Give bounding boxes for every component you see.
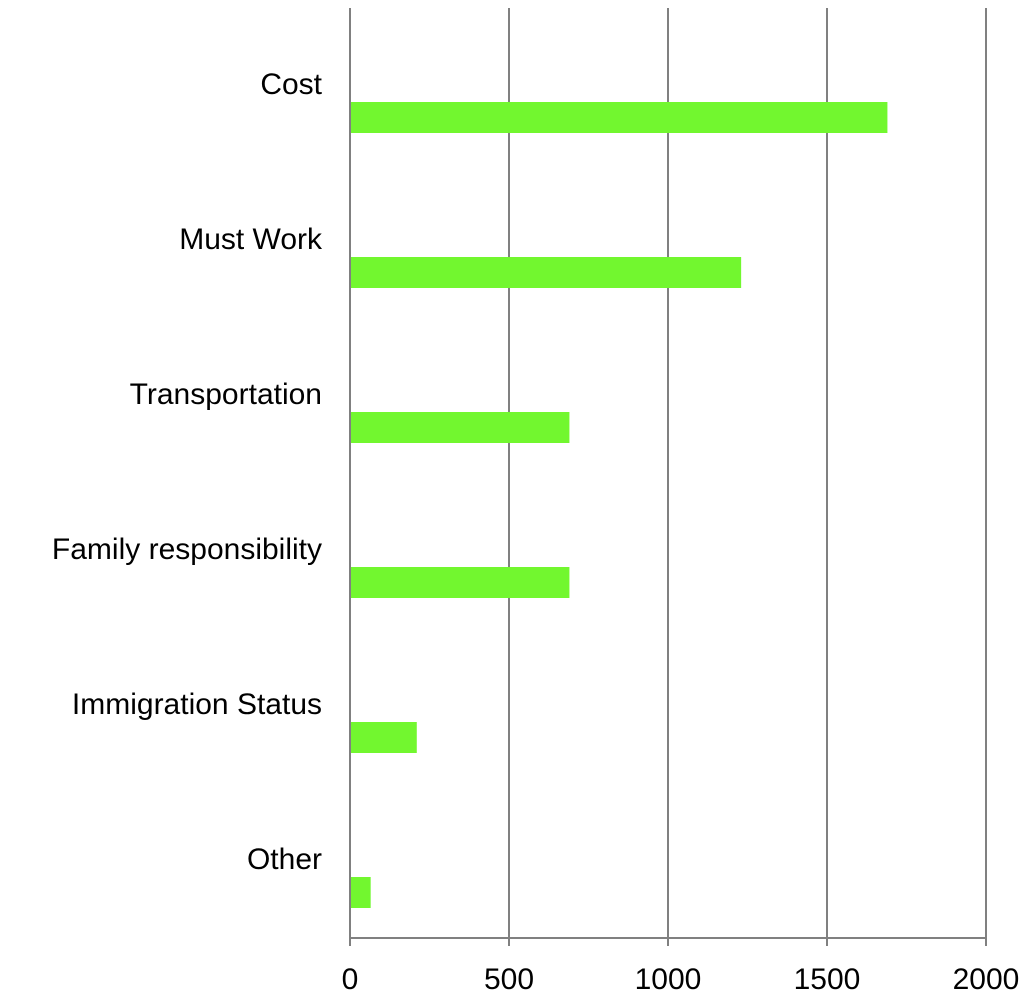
category-label: Other [247,843,322,876]
x-tick-label: 500 [484,963,534,996]
bar-must-work [351,257,742,288]
x-tick-label: 1000 [635,963,702,996]
bar-immigration-status [351,722,417,753]
axes [349,8,987,946]
gridlines [508,8,987,938]
bar-other [351,877,371,908]
category-label: Transportation [130,378,322,411]
bars [351,102,888,908]
x-tick-label: 1500 [794,963,861,996]
category-label: Family responsibility [52,533,322,566]
category-label: Must Work [179,223,323,256]
bar-family-responsibility [351,567,570,598]
bar-transportation [351,412,570,443]
bar-cost [351,102,888,133]
x-tick-label: 0 [342,963,359,996]
category-label: Immigration Status [72,688,322,721]
category-labels: Cost Must Work Transportation Family respon… [52,68,323,876]
x-tick-label: 2000 [953,963,1020,996]
category-label: Cost [260,68,322,101]
x-tick-labels: 0 500 1000 1500 2000 [342,963,1020,996]
